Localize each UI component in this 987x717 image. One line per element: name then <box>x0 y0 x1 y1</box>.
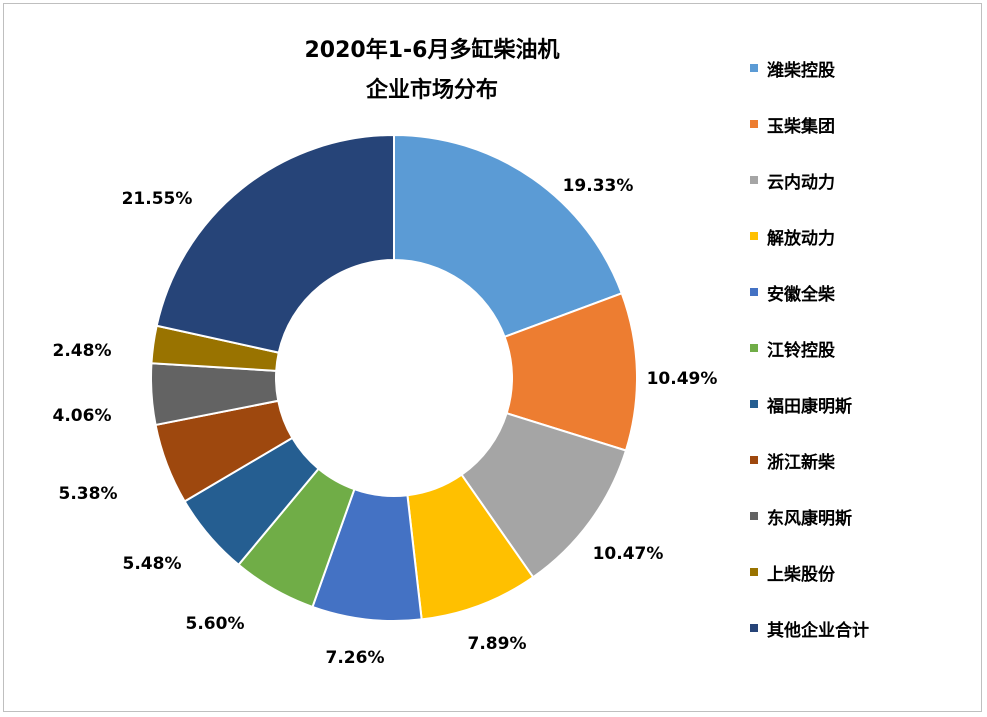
legend-label: 云内动力 <box>767 172 835 193</box>
legend-label: 福田康明斯 <box>767 396 852 417</box>
legend-swatch <box>750 568 758 576</box>
data-label-9: 2.48% <box>53 341 112 361</box>
legend-swatch <box>750 120 758 128</box>
data-label-0: 19.33% <box>563 176 634 196</box>
legend-swatch <box>750 232 758 240</box>
data-label-2: 10.47% <box>593 544 664 564</box>
legend-item: 安徽全柴 <box>750 281 835 305</box>
legend-label: 安徽全柴 <box>767 284 835 305</box>
legend-label: 解放动力 <box>767 228 835 249</box>
donut-slice-10 <box>155 133 395 354</box>
chart-title-line2: 企业市场分布 <box>365 78 498 103</box>
data-label-5: 5.60% <box>186 614 245 634</box>
legend-label: 江铃控股 <box>767 340 835 361</box>
legend-item: 浙江新柴 <box>750 449 835 473</box>
legend-label: 浙江新柴 <box>767 452 835 473</box>
legend-swatch <box>750 64 758 72</box>
legend-swatch <box>750 624 758 632</box>
legend-swatch <box>750 512 758 520</box>
data-label-3: 7.89% <box>468 634 527 654</box>
legend-label: 上柴股份 <box>767 564 835 585</box>
chart-frame <box>3 3 982 712</box>
legend-item: 玉柴集团 <box>750 113 835 137</box>
legend-swatch <box>750 344 758 352</box>
legend-swatch <box>750 176 758 184</box>
data-label-1: 10.49% <box>647 369 718 389</box>
legend-swatch <box>750 456 758 464</box>
data-label-4: 7.26% <box>326 648 385 668</box>
legend-label: 东风康明斯 <box>767 508 852 529</box>
legend-item: 东风康明斯 <box>750 505 852 529</box>
data-label-6: 5.48% <box>123 554 182 574</box>
legend-label: 潍柴控股 <box>767 60 835 81</box>
legend-label: 其他企业合计 <box>767 620 869 641</box>
legend-item: 福田康明斯 <box>750 393 852 417</box>
legend-label: 玉柴集团 <box>767 116 835 137</box>
legend-item: 其他企业合计 <box>750 617 869 641</box>
legend-swatch <box>750 400 758 408</box>
legend-swatch <box>750 288 758 296</box>
legend-item: 上柴股份 <box>750 561 835 585</box>
legend-item: 江铃控股 <box>750 337 835 361</box>
donut-slice-0 <box>393 133 624 339</box>
data-label-8: 4.06% <box>53 406 112 426</box>
legend-item: 潍柴控股 <box>750 57 835 81</box>
legend-item: 云内动力 <box>750 169 835 193</box>
data-label-10: 21.55% <box>122 189 193 209</box>
data-label-7: 5.38% <box>59 484 118 504</box>
chart-title-line1: 2020年1-6月多缸柴油机 <box>304 38 560 63</box>
legend-item: 解放动力 <box>750 225 835 249</box>
